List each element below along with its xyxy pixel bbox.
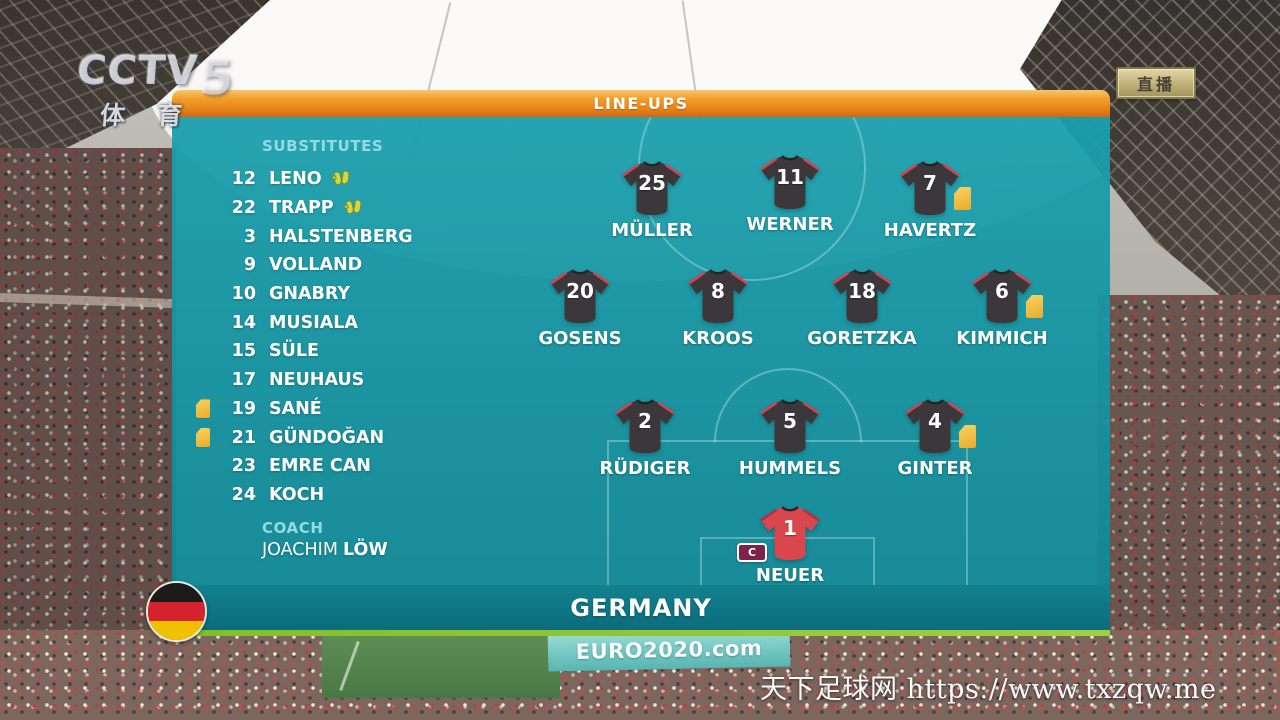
jersey-icon: 7 [899,160,961,216]
player-name: GINTER [897,458,973,479]
substitute-row: 12 LENO [196,165,413,194]
substitute-row: 19 SANÉ [196,395,413,424]
substitute-row: 23 EMRE CAN [231,456,371,477]
watermark: 天下足球网 https://www.txzqw.me [760,674,1217,705]
substitute-row: 15 SÜLE [231,341,319,362]
substitute-row: 24 KOCH [231,484,325,505]
jersey-icon: 18 [831,268,893,324]
player-number: 7 [923,171,937,195]
substitutes-list: SUBSTITUTES 12 LENO [196,137,413,509]
player-kimmich: 6 KIMMICH [927,268,1077,349]
player-number: 5 [783,409,797,433]
captain-badge: C [737,543,767,562]
player-kroos: 8 KROOS [643,268,793,349]
player-goretzka: 18 GORETZKA [787,268,937,349]
coach-block: COACH JOACHIM LÖW [262,519,388,560]
goalkeeper-gloves-icon [331,169,355,189]
substitute-row: 21 GÜNDOĞAN [196,423,413,452]
player-number: 18 [848,279,876,303]
player-number: 25 [638,171,666,195]
jersey-icon: 6 [971,268,1033,324]
substitute-row: 17 NEUHAUS [231,370,365,391]
player-neuer: 1 C NEUER [715,505,865,585]
player-number: 11 [776,165,804,189]
channel-logo-number: 5 [197,50,236,106]
jersey-icon: 25 [621,160,683,216]
player-number: 4 [928,409,942,433]
player-name: MÜLLER [611,220,693,241]
player-name: NEUER [755,565,825,585]
panel-title: LINE-UPS [593,94,689,113]
panel-body: SUBSTITUTES 12 LENO [172,117,1110,585]
goalkeeper-gloves-icon [343,198,367,218]
player-name: GOSENS [538,328,622,349]
pitch-corner [322,634,560,698]
substitute-row: 9 VOLLAND [243,255,363,276]
coach-name: JOACHIM LÖW [262,540,388,560]
player-muller: 25 MÜLLER [577,160,727,241]
live-badge: 直播 [1116,67,1196,99]
substitute-row: 10 GNABRY [231,284,351,305]
player-number: 6 [995,279,1009,303]
team-name-bar: GERMANY [172,585,1110,630]
substitute-row: 22 TRAPP [196,194,413,223]
player-name: GORETZKA [807,328,917,349]
player-name: HUMMELS [738,458,842,479]
player-name: HAVERTZ [883,220,977,241]
player-gosens: 20 GOSENS [505,268,655,349]
player-werner: 11 WERNER [715,154,865,235]
yellow-card-icon [954,187,971,210]
crowd-bottom [0,630,1280,720]
germany-flag [146,581,207,642]
player-havertz: 7 HAVERTZ [855,160,1005,241]
jersey-icon: 11 [759,154,821,210]
live-badge-text: 直播 [1136,75,1175,94]
substitutes-title: SUBSTITUTES [262,137,384,155]
player-name: RÜDIGER [599,458,691,479]
player-name: WERNER [746,214,834,235]
player-hummels: 5 HUMMELS [715,398,865,479]
yellow-card-icon [196,399,210,419]
coach-title: COACH [262,519,324,537]
substitute-row: 3 HALSTENBERG [243,226,413,247]
jersey-icon: 4 [904,398,966,454]
player-number: 20 [566,279,594,303]
channel-logo: CCTV 5 体育 [73,48,235,132]
jersey-icon: 5 [759,398,821,454]
player-number: 1 [783,516,797,540]
panel-header: LINE-UPS [172,90,1110,117]
player-name: KROOS [682,328,754,349]
player-ginter: 4 GINTER [860,398,1010,479]
jersey-icon: 2 [614,398,676,454]
panel-bottom-stripe [172,630,1110,636]
goalkeeper-jersey-icon: 1 [759,505,821,561]
player-rudiger: 2 RÜDIGER [570,398,720,479]
crowd-left [0,148,176,720]
channel-logo-text: CCTV [75,48,200,94]
ad-board-text: EURO2020.com [575,636,763,664]
player-name: KIMMICH [956,328,1048,349]
yellow-card-icon [1026,295,1043,318]
player-number: 8 [711,279,725,303]
player-number: 2 [638,409,652,433]
lineups-panel: LINE-UPS SUBSTITUTES 12 LENO [172,90,1110,636]
team-name: GERMANY [570,593,712,622]
yellow-card-icon [959,425,976,448]
jersey-icon: 8 [687,268,749,324]
substitute-row: 14 MUSIALA [231,312,358,333]
yellow-card-icon [196,428,210,448]
jersey-icon: 20 [549,268,611,324]
